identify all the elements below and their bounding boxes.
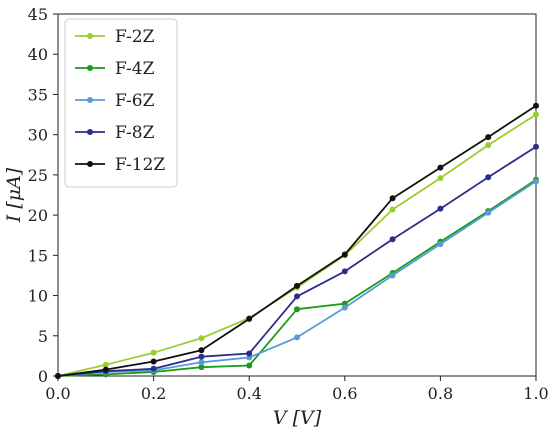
- data-point-F-2Z: [485, 142, 492, 149]
- legend-label: F-4Z: [115, 59, 155, 79]
- data-point-F-8Z: [246, 350, 253, 357]
- data-point-F-12Z: [198, 347, 205, 354]
- y-tick-label: 40: [28, 45, 48, 64]
- y-tick-label: 10: [28, 287, 48, 306]
- x-tick-label: 0.0: [45, 384, 70, 403]
- data-point-F-2Z: [389, 206, 396, 213]
- data-point-F-12Z: [533, 102, 539, 109]
- x-tick-label: 0.6: [332, 384, 357, 403]
- x-tick-label: 0.2: [141, 384, 166, 403]
- data-point-F-12Z: [102, 366, 109, 373]
- data-point-F-2Z: [102, 361, 109, 368]
- data-point-F-8Z: [198, 353, 205, 360]
- y-tick-label: 30: [28, 126, 48, 145]
- data-point-F-8Z: [150, 365, 157, 372]
- y-axis-label: I [μA]: [3, 167, 25, 223]
- y-tick-label: 25: [28, 166, 48, 185]
- legend-marker-F-6Z: [87, 97, 93, 103]
- x-axis-label: V [V]: [273, 407, 322, 429]
- legend-label: F-8Z: [115, 123, 155, 143]
- data-point-F-2Z: [150, 349, 157, 356]
- data-point-F-12Z: [389, 195, 396, 202]
- data-point-F-4Z: [294, 306, 300, 313]
- data-point-F-6Z: [485, 209, 492, 216]
- data-point-F-8Z: [485, 174, 492, 181]
- data-point-F-6Z: [533, 178, 539, 185]
- data-point-F-2Z: [437, 175, 444, 182]
- y-tick-label: 15: [28, 246, 48, 265]
- data-point-F-4Z: [246, 362, 253, 369]
- legend-marker-F-8Z: [87, 129, 93, 135]
- data-point-F-6Z: [437, 241, 444, 248]
- data-point-F-6Z: [389, 272, 396, 279]
- y-tick-label: 5: [38, 327, 48, 346]
- data-point-F-8Z: [533, 143, 539, 150]
- data-point-F-6Z: [198, 359, 205, 366]
- plot-frame: [57, 13, 537, 377]
- x-tick-label: 1.0: [523, 384, 548, 403]
- y-tick-label: 45: [28, 5, 48, 24]
- data-point-F-12Z: [246, 315, 253, 322]
- data-point-F-12Z: [150, 358, 157, 365]
- legend-marker-F-2Z: [87, 33, 93, 39]
- data-point-F-2Z: [198, 335, 205, 342]
- data-point-F-4Z: [198, 364, 205, 371]
- y-tick-label: 35: [28, 85, 48, 104]
- data-point-F-2Z: [533, 111, 539, 118]
- legend-marker-F-4Z: [87, 65, 93, 71]
- data-point-F-8Z: [389, 236, 396, 243]
- data-point-F-12Z: [437, 164, 444, 171]
- data-point-F-12Z: [485, 134, 492, 141]
- data-point-F-6Z: [341, 304, 348, 311]
- legend-box: [64, 18, 178, 188]
- y-tick-label: 0: [38, 367, 48, 386]
- data-point-F-12Z: [341, 251, 348, 258]
- x-tick-label: 0.4: [236, 384, 261, 403]
- data-point-F-8Z: [437, 205, 444, 212]
- legend-label: F-12Z: [115, 155, 165, 175]
- series-line-F-4Z: [57, 178, 537, 377]
- data-point-F-12Z: [294, 282, 300, 289]
- data-point-F-8Z: [294, 293, 300, 300]
- series-line-F-6Z: [57, 180, 537, 377]
- data-point-F-6Z: [294, 334, 300, 341]
- y-tick-label: 20: [28, 206, 48, 225]
- x-tick-label: 0.8: [428, 384, 453, 403]
- legend-marker-F-12Z: [87, 161, 93, 167]
- legend-label: F-6Z: [115, 91, 155, 111]
- data-point-F-12Z: [55, 373, 61, 379]
- legend-label: F-2Z: [115, 27, 155, 47]
- data-point-F-8Z: [341, 268, 348, 275]
